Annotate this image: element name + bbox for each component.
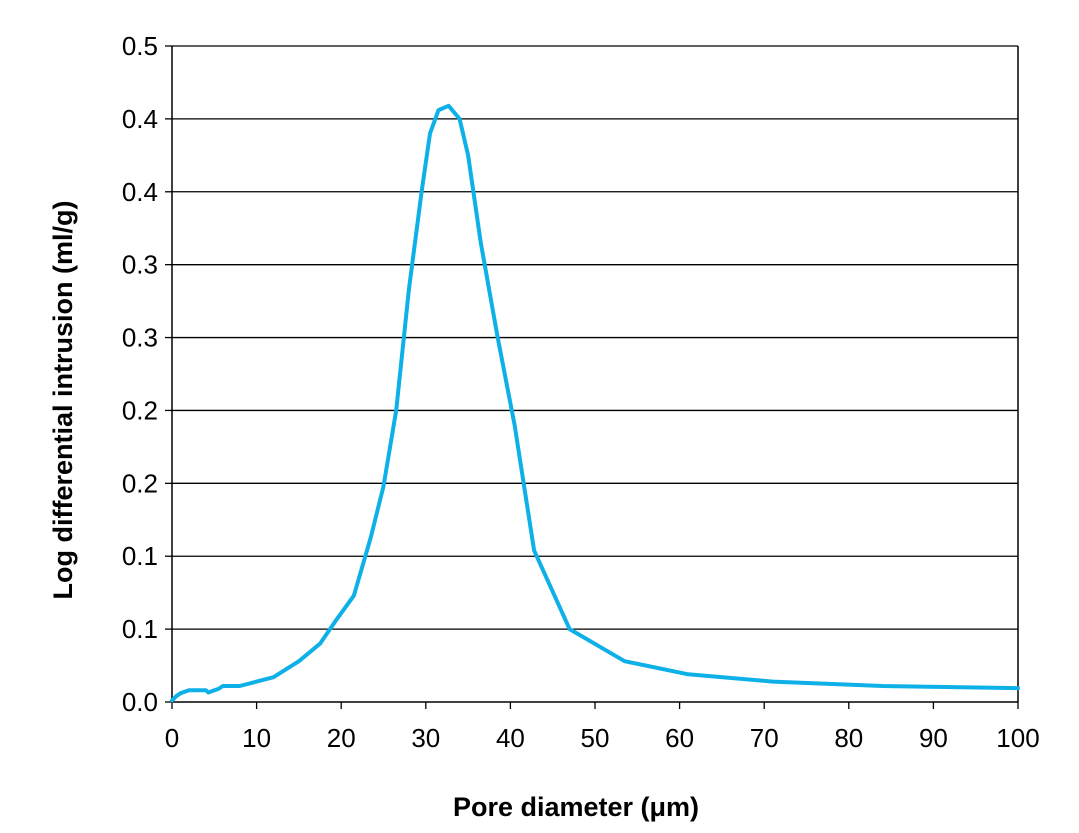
x-tick-label: 40: [496, 723, 525, 753]
y-tick-label: 0.2: [122, 468, 158, 498]
series-line-0: [170, 103, 1020, 703]
y-tick-label: 0.3: [122, 323, 158, 353]
y-tick-label: 0.0: [122, 687, 158, 717]
x-tick-label: 20: [327, 723, 356, 753]
x-axis-title: Pore diameter (μm): [453, 792, 699, 822]
y-tick-label: 0.1: [122, 541, 158, 571]
y-tick-label: 0.2: [122, 395, 158, 425]
plot-frame: [171, 46, 1019, 703]
y-tick-label: 0.4: [122, 104, 158, 134]
y-axis-title: Log differential intrusion (ml/g): [48, 201, 78, 600]
series-group: [170, 103, 1020, 703]
x-tick-label: 0: [165, 723, 179, 753]
y-tick-label: 0.3: [122, 250, 158, 280]
y-axis-ticks: 0.0 0.1 0.1 0.2 0.2 0.3 0.3 0.4 0.4 0.5: [122, 31, 172, 717]
y-tick-label: 0.1: [122, 614, 158, 644]
x-tick-label: 10: [242, 723, 271, 753]
y-tick-label: 0.4: [122, 177, 158, 207]
x-tick-label: 50: [581, 723, 610, 753]
x-axis-ticks: 0 10 20 30 40 50 60 70 80 90 100: [165, 702, 1040, 753]
x-tick-label: 30: [411, 723, 440, 753]
x-tick-label: 70: [750, 723, 779, 753]
x-tick-label: 80: [834, 723, 863, 753]
y-tick-label: 0.5: [122, 31, 158, 61]
grid-lines: [172, 45, 1018, 630]
x-tick-label: 100: [996, 723, 1039, 753]
x-tick-label: 90: [919, 723, 948, 753]
x-tick-label: 60: [665, 723, 694, 753]
